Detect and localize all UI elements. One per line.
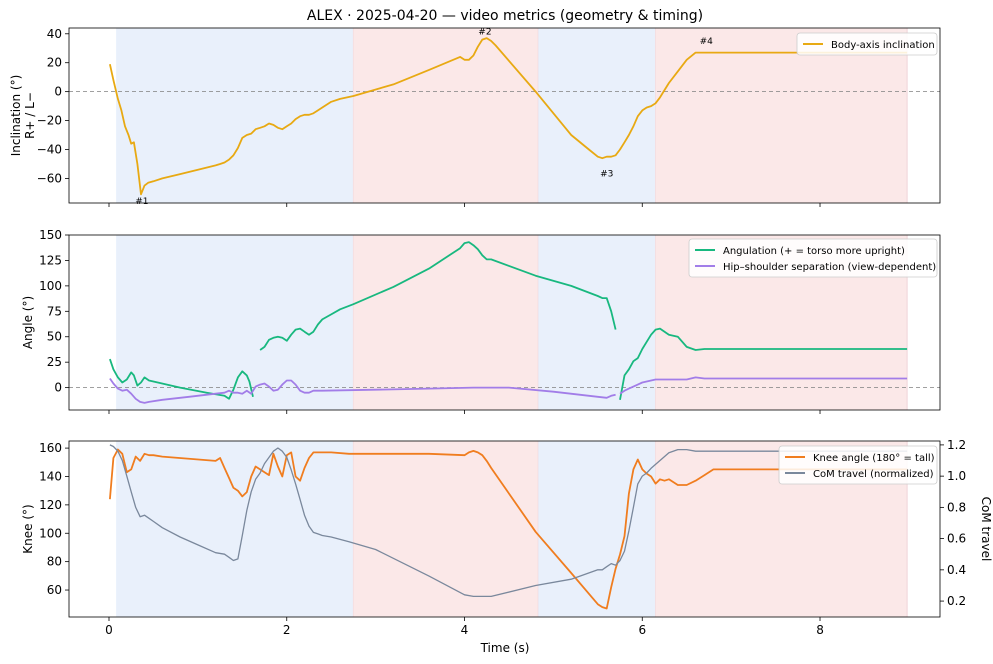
phase-band bbox=[655, 28, 908, 203]
x-tick-label: 2 bbox=[283, 623, 291, 637]
y-tick-label: 100 bbox=[39, 279, 62, 293]
y-axis-title: Knee (°) bbox=[21, 504, 35, 553]
phase-band bbox=[538, 235, 656, 410]
y-axis-title: Inclination (°) bbox=[9, 75, 23, 157]
y2-tick-label: 0.6 bbox=[947, 532, 966, 546]
phase-band bbox=[353, 235, 539, 410]
y-tick-label: 80 bbox=[47, 555, 62, 569]
legend-label: Knee angle (180° = tall) bbox=[813, 453, 935, 464]
phase-band bbox=[116, 441, 354, 617]
y2-tick-label: 0.4 bbox=[947, 563, 966, 577]
y-tick-label: −20 bbox=[37, 114, 62, 128]
peak-annotation: #2 bbox=[478, 28, 491, 38]
y-tick-label: −40 bbox=[37, 142, 62, 156]
y-tick-label: 20 bbox=[47, 56, 62, 70]
panel-2: 0 25 50 75 100 125 150 Angle (°) Angulation (+ =… bbox=[21, 228, 941, 414]
y-tick-label: −60 bbox=[37, 171, 62, 185]
y-tick-label: 0 bbox=[54, 85, 62, 99]
legend-box bbox=[796, 32, 938, 56]
figure-title: ALEX · 2025-04-20 — video metrics (geome… bbox=[307, 8, 703, 24]
legend-label: Angulation (+ = torso more upright) bbox=[723, 246, 905, 257]
y-tick-label: 25 bbox=[47, 355, 62, 369]
series-line bbox=[619, 376, 908, 395]
series-line bbox=[619, 327, 908, 400]
series-line bbox=[109, 358, 254, 400]
y2-tick-label: 1.2 bbox=[947, 438, 966, 452]
plot-frame bbox=[68, 234, 941, 411]
y-axis-title: Angle (°) bbox=[21, 296, 35, 349]
legend: Angulation (+ = torso more upright) Hip–s… bbox=[688, 238, 938, 278]
y2-tick-label: 0.8 bbox=[947, 500, 966, 514]
peak-annotation: #4 bbox=[700, 37, 714, 47]
y-tick-label: 120 bbox=[39, 498, 62, 512]
y-tick-label: 125 bbox=[39, 253, 62, 267]
phase-band bbox=[116, 28, 354, 203]
y-axis-title: R+ / L− bbox=[23, 92, 37, 139]
phase-band bbox=[116, 235, 354, 410]
series-line bbox=[109, 444, 908, 598]
x-tick-label: 4 bbox=[461, 623, 469, 637]
legend-label: Body-axis inclination bbox=[831, 40, 935, 51]
y-tick-label: 140 bbox=[39, 469, 62, 483]
panel-3: 0 2 4 6 8 60 80 100 120 140 160 0.2 0.4 0.6 0.8 1.0 1.2 C… bbox=[21, 438, 993, 637]
legend-label: Hip–shoulder separation (view-dependent) bbox=[723, 262, 936, 273]
phase-band bbox=[538, 441, 656, 617]
phase-band bbox=[353, 28, 539, 203]
y-tick-label: 40 bbox=[47, 27, 62, 41]
y-tick-label: 150 bbox=[39, 228, 62, 242]
x-tick-label: 6 bbox=[638, 623, 646, 637]
y-tick-label: 160 bbox=[39, 441, 62, 455]
plot-frame bbox=[68, 27, 941, 204]
x-tick-label: 0 bbox=[105, 623, 113, 637]
phase-band bbox=[538, 28, 656, 203]
legend-box bbox=[688, 238, 938, 278]
series-line bbox=[109, 37, 908, 196]
y-tick-label: 100 bbox=[39, 526, 62, 540]
legend-label: CoM travel (normalized) bbox=[813, 469, 934, 480]
y-tick-label: 60 bbox=[47, 583, 62, 597]
series-line bbox=[109, 377, 616, 404]
legend-box bbox=[778, 445, 938, 485]
panel-1: −60 −40 −20 0 20 40 Inclination (°) R+ / L− #1 #2… bbox=[9, 27, 941, 207]
y-tick-label: 75 bbox=[47, 304, 62, 318]
x-axis-title: Time (s) bbox=[480, 641, 530, 655]
phase-band bbox=[353, 441, 539, 617]
y-tick-label: 0 bbox=[54, 381, 62, 395]
legend: Body-axis inclination bbox=[796, 32, 938, 56]
y2-axis-title: CoM travel bbox=[979, 497, 993, 562]
y2-tick-label: 0.2 bbox=[947, 594, 966, 608]
peak-annotation: #1 bbox=[135, 197, 148, 207]
series-line bbox=[109, 448, 908, 610]
x-tick-label: 8 bbox=[816, 623, 824, 637]
legend: Knee angle (180° = tall) CoM travel (norm… bbox=[778, 445, 938, 485]
series-line bbox=[259, 241, 617, 351]
y-tick-label: 50 bbox=[47, 330, 62, 344]
peak-annotation: #3 bbox=[600, 169, 613, 179]
plot-frame bbox=[68, 440, 941, 618]
y2-tick-label: 1.0 bbox=[947, 469, 966, 483]
